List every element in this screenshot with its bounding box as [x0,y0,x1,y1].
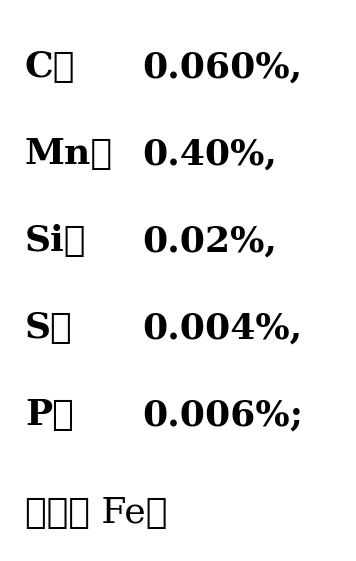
Text: Mn：: Mn： [25,137,113,171]
Text: C：: C： [25,50,75,84]
Text: 0.40%,: 0.40%, [142,137,277,171]
Text: S：: S： [25,311,73,345]
Text: 0.004%,: 0.004%, [142,311,303,345]
Text: P：: P： [25,398,74,432]
Text: 0.006%;: 0.006%; [142,398,303,432]
Text: 0.060%,: 0.060%, [142,50,303,84]
Text: Si：: Si： [25,224,86,258]
Text: 0.02%,: 0.02%, [142,224,277,258]
Text: 其余为 Fe。: 其余为 Fe。 [25,496,167,530]
